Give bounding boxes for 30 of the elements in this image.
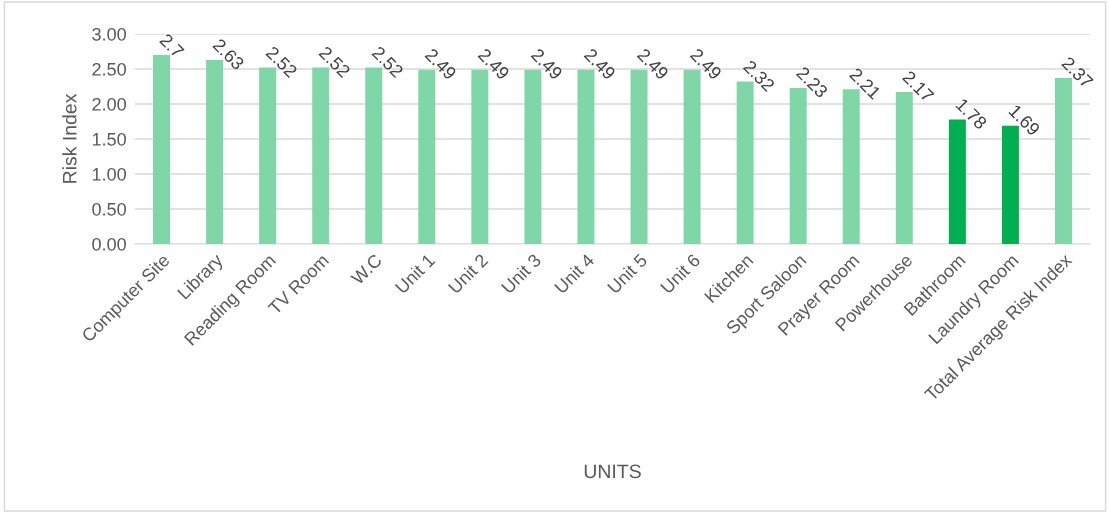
- text: 3.00: [92, 27, 126, 41]
- data-label: 2.23: [795, 65, 829, 99]
- data-label: 2.7: [159, 32, 185, 59]
- text: 1.00: [92, 167, 126, 181]
- data-label: 2.49: [689, 47, 723, 81]
- data-label: 2.37: [1061, 56, 1094, 89]
- data-label: 2.17: [902, 70, 935, 103]
- x-tick-label: Unit 4: [553, 252, 595, 295]
- bar: [153, 55, 171, 244]
- data-label: 2.63: [212, 37, 245, 71]
- data-label: 2.49: [477, 47, 511, 81]
- text: 2.00: [92, 97, 126, 111]
- x-tick-label: W.C: [350, 253, 383, 286]
- y-axis-title: Risk Index: [62, 93, 77, 183]
- text: 1.50: [92, 132, 126, 146]
- x-tick-label: Unit 1: [394, 252, 436, 295]
- x-tick-label: Unit 3: [500, 252, 542, 295]
- x-tick-label: Unit 2: [447, 252, 489, 295]
- data-label: 2.49: [583, 47, 617, 81]
- x-tick-label: Unit 6: [659, 252, 701, 295]
- x-axis-title: UNITS: [584, 464, 641, 479]
- text: 2.50: [92, 62, 126, 76]
- text: 0.00: [92, 237, 126, 251]
- data-label: 1.69: [1008, 104, 1041, 137]
- data-label: 2.49: [424, 47, 458, 81]
- data-label: 2.49: [530, 47, 564, 81]
- text: 0.50: [92, 202, 126, 216]
- data-label: 2.49: [636, 47, 670, 81]
- data-label: 1.78: [955, 97, 988, 131]
- x-tick-label: Unit 5: [606, 252, 648, 295]
